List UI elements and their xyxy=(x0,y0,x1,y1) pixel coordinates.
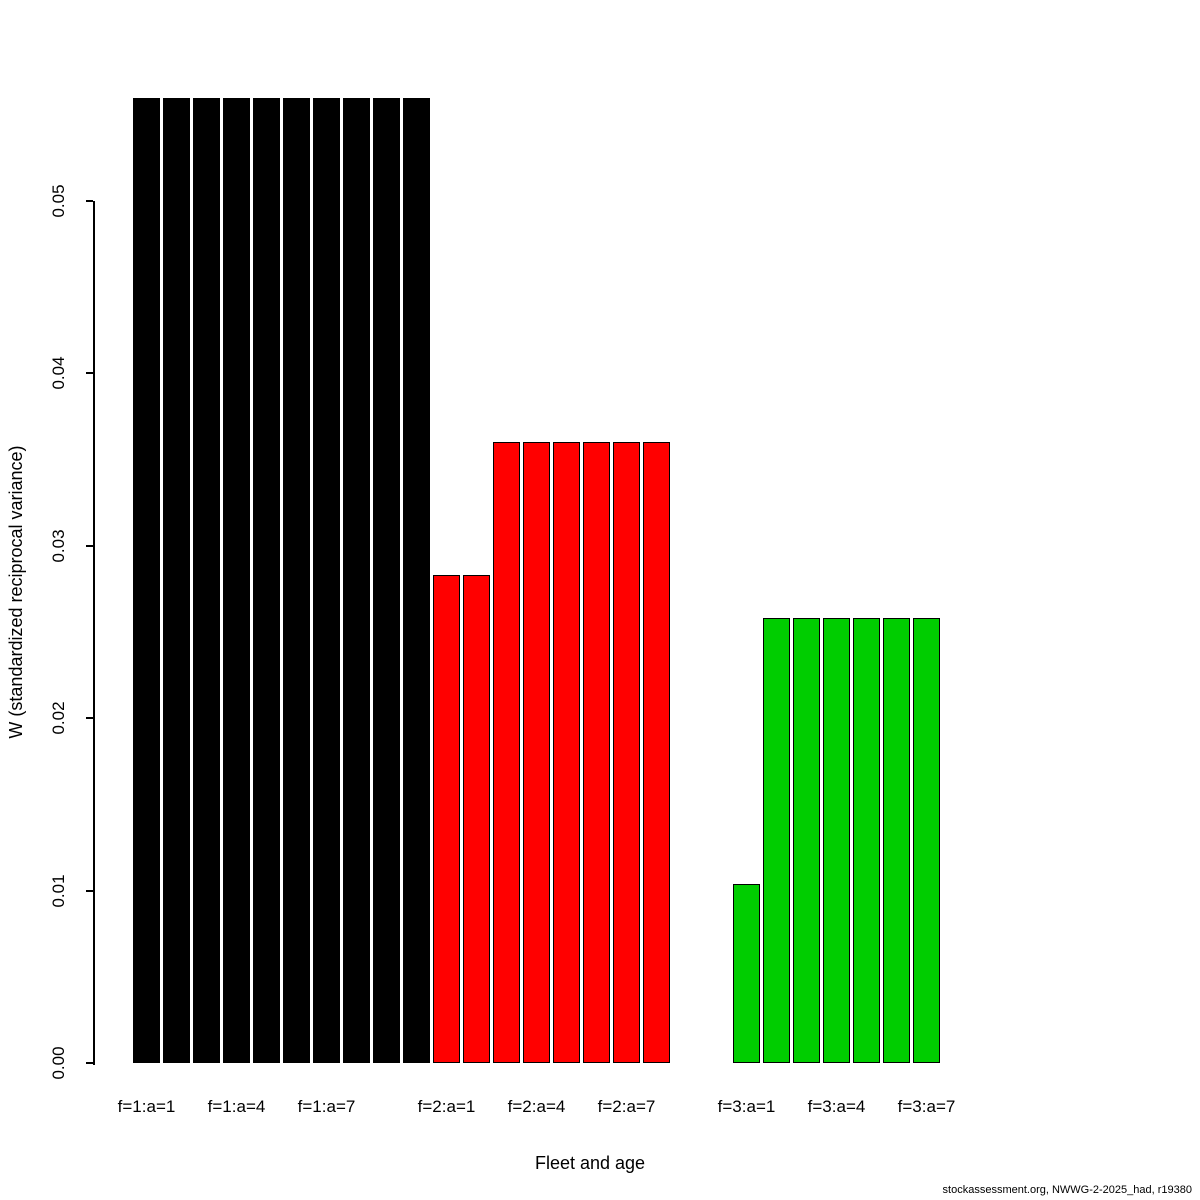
x-tick-label: f=1:a=7 xyxy=(297,1097,356,1116)
bar-fleet-3-age-1 xyxy=(733,884,760,1063)
bar-fleet-2-age-7 xyxy=(613,442,640,1063)
bar-fleet-1-age-8 xyxy=(343,98,370,1063)
bar-fleet-1-age-1 xyxy=(133,98,160,1063)
x-tick-label: f=2:a=7 xyxy=(597,1097,656,1116)
x-tick-label: f=2:a=1 xyxy=(417,1097,476,1116)
bar-fleet-1-age-4 xyxy=(223,98,250,1063)
bar-fleet-3-age-5 xyxy=(853,618,880,1063)
y-tick-label: 0.04 xyxy=(49,356,68,390)
x-tick-label: f=1:a=4 xyxy=(207,1097,266,1116)
watermark-text: stockassessment.org, NWWG-2-2025_had, r1… xyxy=(942,1184,1192,1196)
bar-fleet-1-age-10 xyxy=(403,98,430,1063)
bar-fleet-2-age-5 xyxy=(553,442,580,1063)
y-tick-mark xyxy=(86,372,93,374)
bar-fleet-2-age-6 xyxy=(583,442,610,1063)
bar-fleet-3-age-7 xyxy=(913,618,940,1063)
y-tick-label: 0.00 xyxy=(49,1046,68,1080)
bar-fleet-3-age-3 xyxy=(793,618,820,1063)
x-tick-label: f=1:a=1 xyxy=(117,1097,176,1116)
y-tick-mark xyxy=(86,890,93,892)
bar-fleet-1-age-5 xyxy=(253,98,280,1063)
y-tick-label: 0.05 xyxy=(49,184,68,218)
y-tick-mark xyxy=(86,1062,93,1064)
y-tick-label: 0.01 xyxy=(49,874,68,908)
x-tick-label: f=3:a=4 xyxy=(807,1097,866,1116)
y-axis-title: W (standardized reciprocal variance) xyxy=(6,445,26,739)
y-tick-mark xyxy=(86,545,93,547)
bar-fleet-1-age-6 xyxy=(283,98,310,1063)
x-tick-label: f=3:a=7 xyxy=(897,1097,956,1116)
x-tick-label: f=3:a=1 xyxy=(717,1097,776,1116)
bar-fleet-1-age-9 xyxy=(373,98,400,1063)
bar-fleet-1-age-2 xyxy=(163,98,190,1063)
bar-fleet-2-age-8 xyxy=(643,442,670,1063)
y-tick-mark xyxy=(86,200,93,202)
bar-fleet-2-age-1 xyxy=(433,575,460,1063)
bar-fleet-1-age-3 xyxy=(193,98,220,1063)
y-tick-label: 0.02 xyxy=(49,701,68,735)
y-tick-mark xyxy=(86,717,93,719)
bar-fleet-3-age-4 xyxy=(823,618,850,1063)
x-tick-label: f=2:a=4 xyxy=(507,1097,566,1116)
bar-fleet-2-age-3 xyxy=(493,442,520,1063)
y-tick-label: 0.03 xyxy=(49,529,68,563)
y-axis-line xyxy=(93,201,95,1065)
bar-fleet-3-age-6 xyxy=(883,618,910,1063)
bar-fleet-1-age-7 xyxy=(313,98,340,1063)
x-axis-title: Fleet and age xyxy=(534,1153,646,1173)
bar-fleet-2-age-4 xyxy=(523,442,550,1063)
bar-fleet-2-age-2 xyxy=(463,575,490,1063)
bar-fleet-3-age-2 xyxy=(763,618,790,1063)
